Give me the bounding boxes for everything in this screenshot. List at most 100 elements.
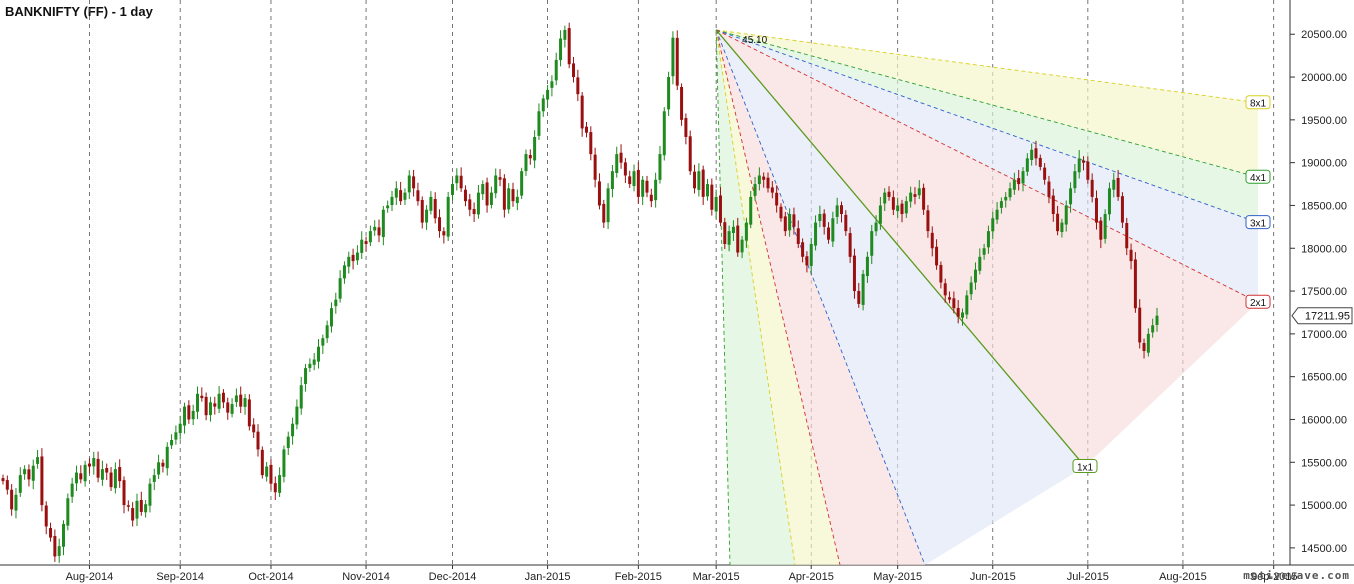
- candle-body: [658, 154, 662, 180]
- candle-body: [57, 546, 61, 556]
- candle-body: [256, 431, 260, 450]
- candle-body: [701, 169, 705, 197]
- candle-body: [494, 175, 498, 194]
- candle-body: [1073, 171, 1077, 189]
- candle-body: [667, 77, 671, 110]
- candle-body: [472, 209, 476, 215]
- x-tick-label: Aug-2014: [66, 571, 114, 583]
- candle-body: [317, 346, 321, 362]
- candle-body: [118, 467, 122, 482]
- candle-body: [105, 468, 109, 473]
- candle-body: [1138, 307, 1142, 343]
- candle-body: [109, 472, 113, 488]
- candle-body: [213, 403, 217, 407]
- candle-body: [801, 242, 805, 257]
- candle-body: [347, 256, 351, 267]
- y-tick-label: 17500.00: [1301, 286, 1347, 298]
- x-tick-label: Aug-2015: [1159, 571, 1207, 583]
- candle-body: [762, 176, 766, 180]
- candle-body: [1125, 223, 1129, 249]
- candle-body: [965, 295, 969, 315]
- candle-body: [1099, 220, 1103, 240]
- candle-body: [718, 195, 722, 223]
- fan-label-1x1: 1x1: [1077, 463, 1094, 474]
- candle-body: [321, 338, 325, 346]
- candle-body: [792, 214, 796, 227]
- candle-body: [822, 213, 826, 227]
- candle-body: [23, 469, 27, 475]
- fan-line-lower: [715, 29, 926, 566]
- candle-body: [368, 231, 372, 243]
- x-tick-label: Dec-2014: [429, 571, 477, 583]
- candle-body: [1155, 315, 1159, 325]
- candle-body: [939, 265, 943, 283]
- candle-body: [373, 226, 377, 231]
- candle-body: [66, 498, 70, 526]
- watermark-text: motivewave.com: [1243, 569, 1350, 582]
- y-tick-label: 19500.00: [1301, 115, 1347, 127]
- candle-body: [870, 231, 874, 256]
- candle-body: [900, 203, 904, 215]
- candle-body: [476, 192, 480, 215]
- candle-body: [969, 282, 973, 295]
- candle-body: [386, 205, 390, 209]
- candle-body: [1056, 213, 1060, 232]
- candle-body: [291, 423, 295, 437]
- fan-label-4x1: 4x1: [1250, 173, 1267, 184]
- candle-body: [1082, 160, 1086, 163]
- candle-body: [753, 184, 757, 196]
- x-tick-label: Jun-2015: [970, 571, 1016, 583]
- candle-body: [1107, 188, 1111, 215]
- candle-body: [576, 77, 580, 95]
- candle-body: [247, 399, 251, 427]
- candle-body: [878, 205, 882, 224]
- candle-body: [524, 154, 528, 172]
- fan-line-3x1: [715, 29, 1259, 223]
- candle-body: [148, 483, 152, 506]
- candle-body: [217, 393, 221, 409]
- candle-body: [818, 214, 822, 222]
- candle-body: [602, 203, 606, 223]
- candle-body: [952, 298, 956, 309]
- candle-body: [1021, 171, 1025, 184]
- candle-body: [1077, 158, 1081, 173]
- candle-body: [891, 197, 895, 210]
- candle-body: [1069, 188, 1073, 205]
- candle-body: [654, 179, 658, 201]
- candle-body: [563, 29, 567, 40]
- candle-body: [157, 462, 161, 475]
- candle-body: [986, 231, 990, 248]
- candle-body: [485, 182, 489, 206]
- candle-body: [446, 196, 450, 237]
- candle-body: [226, 402, 230, 413]
- fan-label-box: [1245, 294, 1271, 309]
- candle-body: [360, 239, 364, 253]
- candle-body: [736, 225, 740, 253]
- fan-line-4x1: [716, 29, 1259, 178]
- x-tick-label: Mar-2015: [693, 571, 740, 583]
- candle-body: [165, 446, 169, 469]
- candle-body: [455, 175, 459, 184]
- candle-body: [783, 216, 787, 232]
- candle-body: [14, 494, 18, 511]
- candle-body: [995, 209, 999, 220]
- candle-body: [1, 478, 5, 482]
- fan-wedge: [716, 29, 795, 566]
- candle-body: [463, 189, 467, 202]
- x-tick-label: Sep-2015: [1250, 571, 1298, 583]
- candle-body: [533, 136, 537, 161]
- candle-body: [1047, 181, 1051, 197]
- candle-body: [973, 269, 977, 283]
- candle-body: [887, 191, 891, 197]
- candle-body: [394, 188, 398, 198]
- candle-body: [1017, 178, 1021, 185]
- candle-body: [416, 190, 420, 202]
- candle-body: [355, 252, 359, 261]
- candle-body: [606, 188, 610, 223]
- candle-body: [857, 290, 861, 304]
- candle-body: [5, 480, 9, 490]
- candle-body: [693, 171, 697, 189]
- candle-body: [191, 410, 195, 420]
- candle-body: [174, 432, 178, 440]
